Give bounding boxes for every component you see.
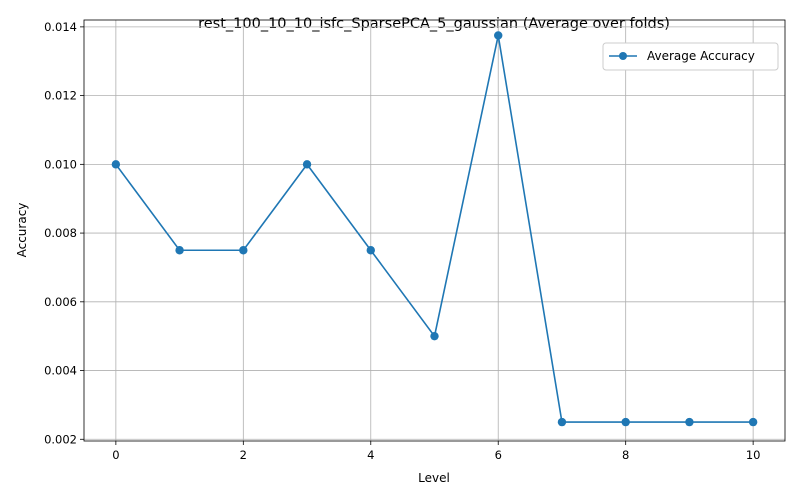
chart-title: rest_100_10_10_isfc_SparsePCA_5_gaussian… [198,16,670,32]
y-tick-label: 0.014 [44,20,77,34]
y-tick-label: 0.010 [44,157,77,171]
data-point [748,417,758,427]
legend-label: Average Accuracy [647,49,755,63]
y-axis: 0.002 0.004 0.006 0.008 0.010 0.012 0.014 [44,20,84,446]
data-point [175,246,184,255]
x-tick-label: 2 [240,448,247,462]
data-point [302,160,312,169]
series-line [115,35,754,423]
data-point [685,417,694,427]
data-point [111,160,121,169]
legend-box [602,42,779,71]
grid [84,20,785,441]
x-tick-label: 8 [622,448,629,462]
data-point [494,31,503,40]
x-axis: 0 2 4 6 8 10 [112,441,760,462]
data-point [621,417,630,427]
x-tick-label: 6 [495,448,502,462]
x-tick-label: 4 [367,448,374,462]
x-axis-label: Level [418,471,450,485]
plot-frame [83,19,786,442]
y-tick-label: 0.004 [44,364,77,378]
y-tick-label: 0.006 [44,295,77,309]
data-point [557,417,567,427]
legend: Average Accuracy [602,42,779,71]
series [111,31,758,427]
y-tick-label: 0.008 [44,226,77,240]
x-tick-label: 10 [746,448,761,462]
y-tick-label: 0.002 [44,432,77,446]
legend-marker-swatch [619,52,627,60]
y-tick-label: 0.012 [44,89,77,103]
data-point [366,246,375,255]
data-point [430,331,439,341]
x-tick-label: 0 [112,448,119,462]
y-axis-label: Accuracy [15,203,29,258]
data-point [239,246,248,255]
